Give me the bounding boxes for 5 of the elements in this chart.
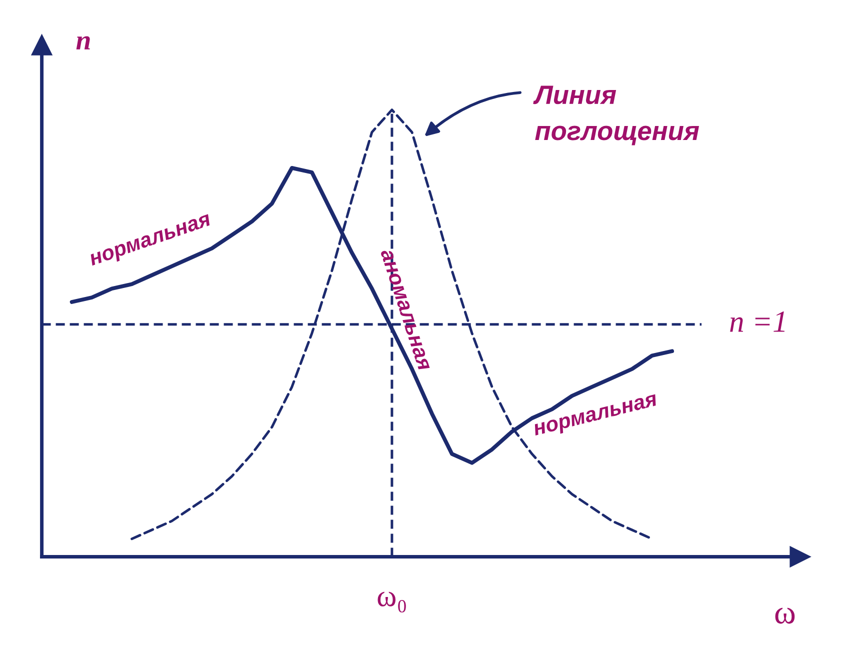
ref-line-label: n =1 (730, 312, 785, 332)
annotation: Линия поглощения (533, 86, 700, 146)
text: ω₀ (378, 592, 406, 612)
x-axis-title: ω (775, 608, 795, 624)
y-axis-title: n (76, 36, 90, 50)
